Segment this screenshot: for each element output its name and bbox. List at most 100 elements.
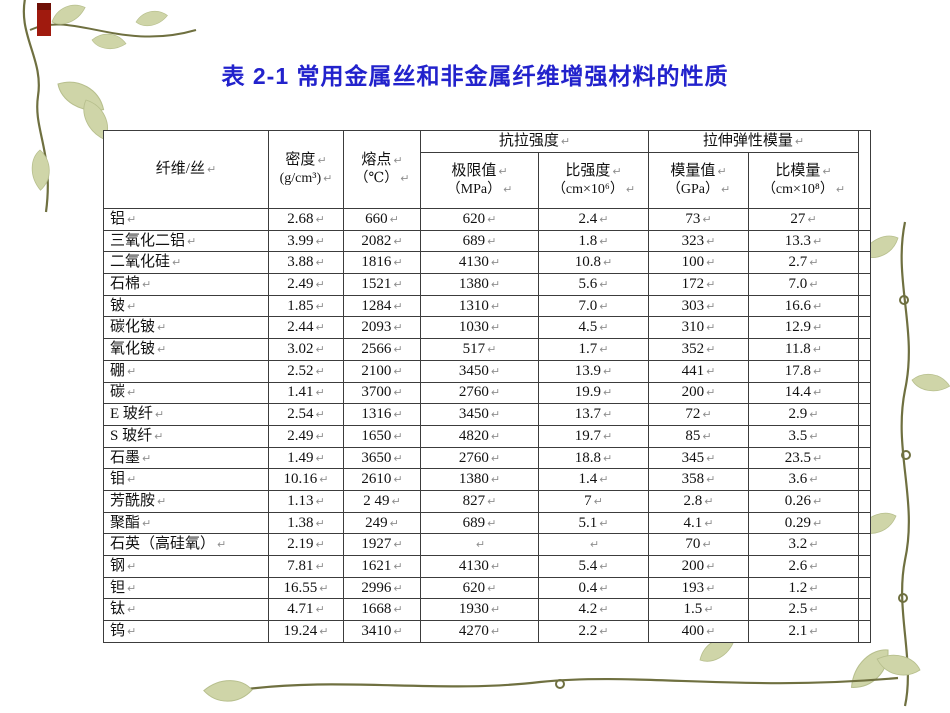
paragraph-mark: ↵ [315,364,325,378]
paragraph-mark: ↵ [487,212,497,226]
paragraph-mark: ↵ [589,538,600,552]
value-cell: 620 ↵ [420,576,539,600]
paragraph-mark: ↵ [490,429,501,443]
value-cell: 19.24 ↵ [268,620,344,643]
row-end-cell [858,533,871,556]
value-cell: 27 ↵ [748,208,859,231]
paragraph-mark: ↵ [154,429,164,443]
paragraph-mark: ↵ [315,516,325,530]
paragraph-mark: ↵ [127,386,137,400]
table-row: 钛 ↵ 4.71 ↵ 1668 ↵ 1930 ↵ 4.2 ↵ 1.5 ↵ 2.5 ↵ [103,598,871,622]
paragraph-mark: ↵ [813,234,823,248]
paragraph-mark: ↵ [822,164,832,178]
row-end-cell [858,338,871,361]
paragraph-mark: ↵ [599,343,609,357]
value-cell: 1.7 ↵ [538,338,649,361]
value-cell: 249 ↵ [343,511,421,535]
paragraph-mark: ↵ [720,183,731,197]
value-cell: 1.4 ↵ [538,468,649,491]
value-cell: 0.29 ↵ [748,511,859,535]
paragraph-mark: ↵ [172,256,182,270]
value-cell: 3.99 ↵ [268,229,344,253]
value-cell: 2.68 ↵ [268,208,344,231]
value-cell: 1030 ↵ [420,316,539,340]
value-cell: 10.16 ↵ [268,468,344,491]
value-cell: 14.4 ↵ [748,381,859,405]
paragraph-mark: ↵ [490,473,501,487]
fiber-name-cell: 钛 ↵ [103,598,269,622]
value-cell: 1621 ↵ [343,555,421,578]
value-cell: 1380 ↵ [420,273,539,296]
value-cell: 19.7 ↵ [538,424,649,448]
paragraph-mark: ↵ [706,299,716,313]
paragraph-mark: ↵ [315,538,325,552]
paragraph-mark: ↵ [315,212,325,226]
paragraph-mark: ↵ [706,451,716,465]
value-cell: 303 ↵ [648,294,749,318]
fiber-name-cell: 石棉 ↵ [103,273,269,296]
value-cell: 13.9 ↵ [538,359,649,383]
paragraph-mark: ↵ [315,343,325,357]
fiber-name-cell: 硼 ↵ [103,359,269,383]
materials-table: 纤维/丝 ↵ 密度 ↵ (g/cm³) ↵ 熔点 ↵ （℃） ↵ 抗拉强度 ↵ 拉伸弹性模量… [103,130,871,643]
row-end-cell [858,316,871,340]
value-cell: 2.5 ↵ [748,598,859,622]
paragraph-mark: ↵ [809,278,819,292]
header-specific-modulus: 比模量 ↵ （cm×10⁸） ↵ [748,152,859,209]
value-cell: 100 ↵ [648,251,749,275]
value-cell: 2566 ↵ [343,338,421,361]
row-end-cell [858,229,871,253]
paragraph-mark: ↵ [393,278,403,292]
paragraph-mark: ↵ [217,538,227,552]
paragraph-mark: ↵ [706,386,716,400]
paragraph-mark: ↵ [704,494,714,508]
paragraph-mark: ↵ [809,625,819,639]
paragraph-mark: ↵ [490,299,501,313]
paragraph-mark: ↵ [315,429,325,443]
paragraph-mark: ↵ [603,386,613,400]
paragraph-mark: ↵ [154,408,165,422]
value-cell: 2610 ↵ [343,468,421,491]
value-cell: 1521 ↵ [343,273,421,296]
paragraph-mark: ↵ [393,153,403,167]
paragraph-mark: ↵ [391,494,401,508]
paragraph-mark: ↵ [206,163,217,177]
fiber-name-cell: 聚酯 ↵ [103,511,269,535]
fiber-name-cell: 碳化铍 ↵ [103,316,269,340]
paragraph-mark: ↵ [393,451,403,465]
value-cell: 1310 ↵ [420,294,539,318]
paragraph-mark: ↵ [315,559,325,573]
table-row: 碳 ↵ 1.41 ↵ 3700 ↵ 2760 ↵ 19.9 ↵ 200 ↵ 14.4 ↵ [103,381,871,405]
paragraph-mark: ↵ [317,153,327,167]
paragraph-mark: ↵ [315,603,325,617]
value-cell: 7 ↵ [538,489,649,513]
paragraph-mark: ↵ [315,386,325,400]
fiber-name-cell: 钼 ↵ [103,468,269,491]
paragraph-mark: ↵ [315,451,325,465]
paragraph-mark: ↵ [127,364,137,378]
paragraph-mark: ↵ [393,364,403,378]
paragraph-mark: ↵ [319,581,329,595]
value-cell: 827 ↵ [420,489,539,513]
value-cell: 2760 ↵ [420,381,539,405]
row-end-cell [858,620,871,643]
value-cell: 352 ↵ [648,338,749,361]
paragraph-mark: ↵ [603,256,613,270]
table-body: 铝 ↵ 2.68 ↵ 660 ↵ 620 ↵ 2.4 ↵ 73 ↵ 27 ↵ 三氧化二铝 ↵ 3.99 ↵ 2082… [103,208,871,643]
value-cell: 1.8 ↵ [538,229,649,253]
value-cell: 0.26 ↵ [748,489,859,513]
value-cell: 1.41 ↵ [268,381,344,405]
paragraph-mark: ↵ [393,408,403,422]
paragraph-mark: ↵ [704,516,714,530]
table-row: 氧化铍 ↵ 3.02 ↵ 2566 ↵ 517 ↵ 1.7 ↵ 352 ↵ 11.8 ↵ [103,338,871,361]
paragraph-mark: ↵ [490,625,501,639]
value-cell: 2.49 ↵ [268,424,344,448]
paragraph-mark: ↵ [809,538,819,552]
value-cell: ↵ [420,533,539,556]
fiber-name-cell: 芳酰胺 ↵ [103,489,269,513]
value-cell: 310 ↵ [648,316,749,340]
paragraph-mark: ↵ [393,559,403,573]
row-end-cell [858,273,871,296]
paragraph-mark: ↵ [393,429,403,443]
fiber-name-cell: 铝 ↵ [103,208,269,231]
